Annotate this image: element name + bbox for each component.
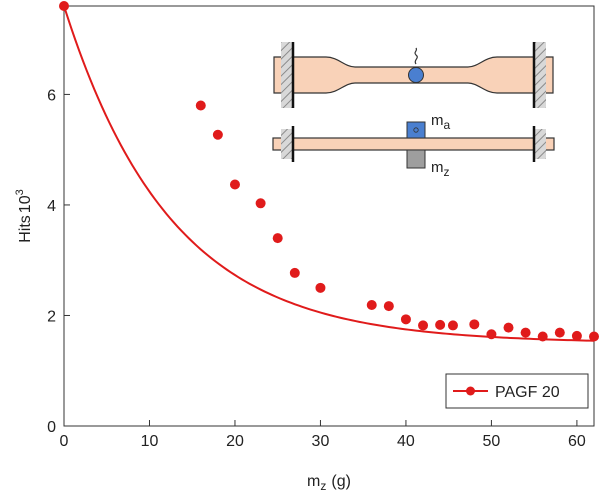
legend-marker-sample xyxy=(466,386,475,396)
data-point xyxy=(469,319,480,330)
mass-z-label-base: m xyxy=(431,159,444,176)
clamp-top-right xyxy=(534,42,546,108)
y-tick-label-0: 0 xyxy=(47,419,56,436)
x-tick-label-5: 50 xyxy=(483,433,501,450)
mass-z-block xyxy=(406,149,426,169)
y-tick-label-1: 2 xyxy=(47,308,56,325)
mass-a-label-base: m xyxy=(431,112,444,129)
data-point xyxy=(571,330,582,341)
impact-ball-icon xyxy=(408,67,424,83)
y-axis: 0 2 4 6 xyxy=(47,87,70,436)
mass-a-marker xyxy=(413,127,419,133)
data-point xyxy=(435,319,446,330)
data-point xyxy=(589,331,599,342)
x-tick-label-3: 30 xyxy=(312,433,330,450)
mass-z-label: mz xyxy=(431,159,450,179)
data-point xyxy=(255,198,266,209)
ball-string-icon xyxy=(414,47,418,65)
clamp-bottom-left xyxy=(281,129,293,159)
mass-a-label: ma xyxy=(431,112,451,132)
data-point xyxy=(212,129,223,140)
data-point xyxy=(59,1,69,11)
data-point xyxy=(366,299,377,310)
y-axis-title: Hits 103 xyxy=(14,189,34,242)
data-point xyxy=(289,267,300,278)
data-point xyxy=(537,331,548,342)
mass-a-label-sub: a xyxy=(444,118,451,132)
clamp-top-left xyxy=(281,42,293,108)
x-tick-label-1: 10 xyxy=(141,433,159,450)
data-point xyxy=(503,322,514,333)
y-tick-label-3: 6 xyxy=(47,87,56,104)
data-point xyxy=(195,100,206,111)
x-tick-label-2: 20 xyxy=(226,433,244,450)
clamp-bottom-right xyxy=(534,129,546,159)
x-axis-title: mz (g) xyxy=(307,473,351,493)
data-point xyxy=(229,179,240,190)
data-points-layer xyxy=(59,1,599,342)
x-tick-label-4: 40 xyxy=(397,433,415,450)
y-axis-title-exp: 3 xyxy=(14,189,26,195)
x-tick-label-0: 0 xyxy=(60,433,69,450)
plot-frame xyxy=(63,5,595,427)
mass-a-block xyxy=(406,121,426,139)
data-point xyxy=(447,320,458,331)
y-axis-title-base: Hits xyxy=(17,215,34,243)
data-point xyxy=(383,301,394,312)
data-point xyxy=(400,314,411,325)
x-axis-title-sub: z xyxy=(320,479,326,493)
x-axis: 0 10 20 30 40 50 60 xyxy=(60,420,586,450)
x-axis-title-unit: (g) xyxy=(331,473,351,490)
y-axis-title-mult: 10 xyxy=(17,195,34,213)
x-axis-title-base: m xyxy=(307,473,320,490)
inset-schematic: ma mz xyxy=(272,42,555,179)
mass-z-label-sub: z xyxy=(444,165,450,179)
fit-curve xyxy=(63,5,595,342)
data-point xyxy=(486,329,497,340)
data-point xyxy=(418,320,429,331)
data-point xyxy=(520,327,531,338)
data-point xyxy=(315,282,326,293)
x-tick-label-6: 60 xyxy=(568,433,586,450)
legend: PAGF 20 xyxy=(445,373,589,409)
specimen-bar xyxy=(272,137,555,151)
data-point xyxy=(272,233,283,244)
fit-curve-layer xyxy=(63,5,595,342)
y-tick-label-2: 4 xyxy=(47,198,56,215)
data-point xyxy=(554,327,565,338)
legend-label: PAGF 20 xyxy=(495,384,560,401)
